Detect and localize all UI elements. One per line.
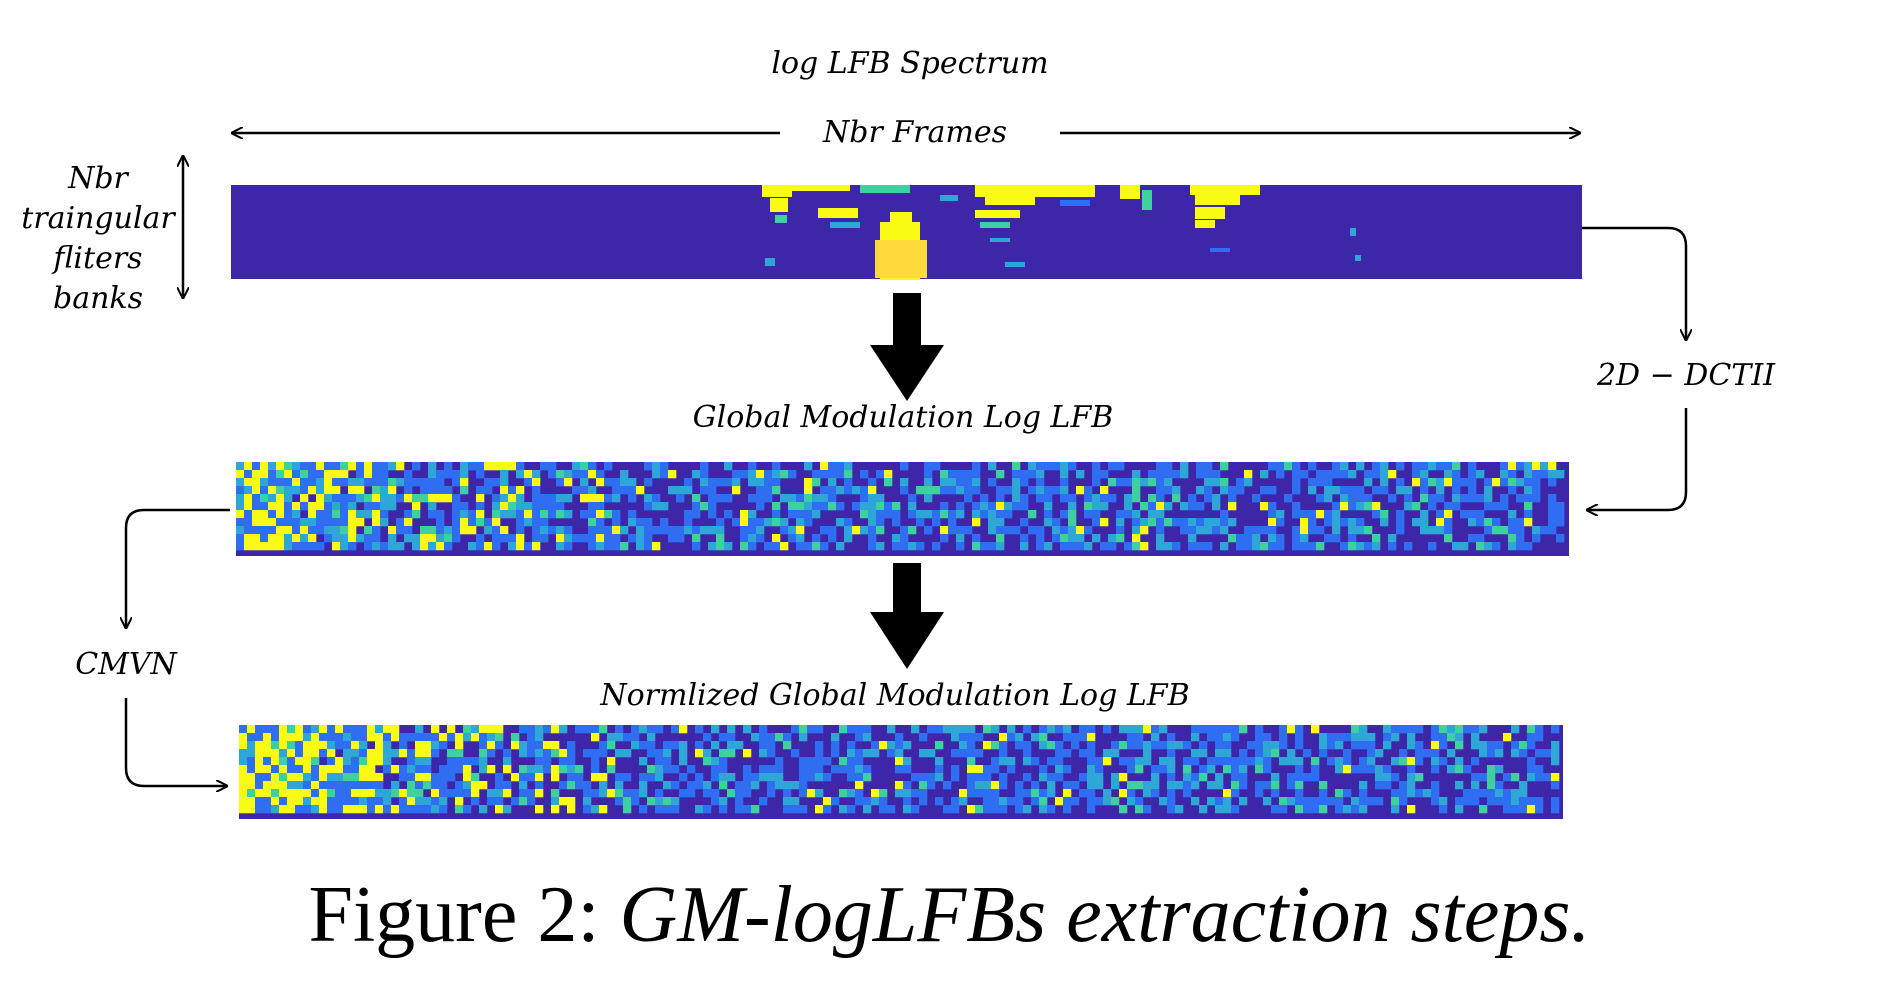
dct-step-label: 2D − DCTII	[1596, 358, 1776, 393]
caption-prefix: Figure 2:	[308, 871, 600, 959]
log-lfb-spectrum-heatmap	[231, 185, 1582, 280]
filters-axis-label-line-4: banks	[53, 281, 143, 316]
normalized-global-modulation-label: Normlized Global Modulation Log LFB	[599, 678, 1189, 713]
top-title: log LFB Spectrum	[771, 46, 1048, 81]
filters-axis-label-line-1: Nbr	[67, 161, 129, 196]
global-modulation-heatmap	[236, 462, 1569, 556]
global-modulation-label: Global Modulation Log LFB	[693, 400, 1114, 435]
cmvn-connector-arrow-icon	[126, 508, 230, 786]
dct-connector-arrow-icon	[1582, 226, 1686, 510]
thick-down-arrow-icon	[870, 563, 944, 669]
filters-axis-label-line-2: traingular	[21, 201, 176, 236]
normalized-global-modulation-heatmap	[239, 725, 1563, 819]
caption-title: GM-logLFBs extraction steps.	[619, 871, 1591, 959]
figure-caption: Figure 2: GM-logLFBs extraction steps.	[0, 870, 1899, 961]
cmvn-step-label: CMVN	[75, 647, 178, 682]
thick-down-arrow-icon	[870, 293, 944, 401]
filters-axis-label-line-3: fliters	[51, 241, 142, 276]
frames-axis-label: Nbr Frames	[822, 115, 1007, 150]
